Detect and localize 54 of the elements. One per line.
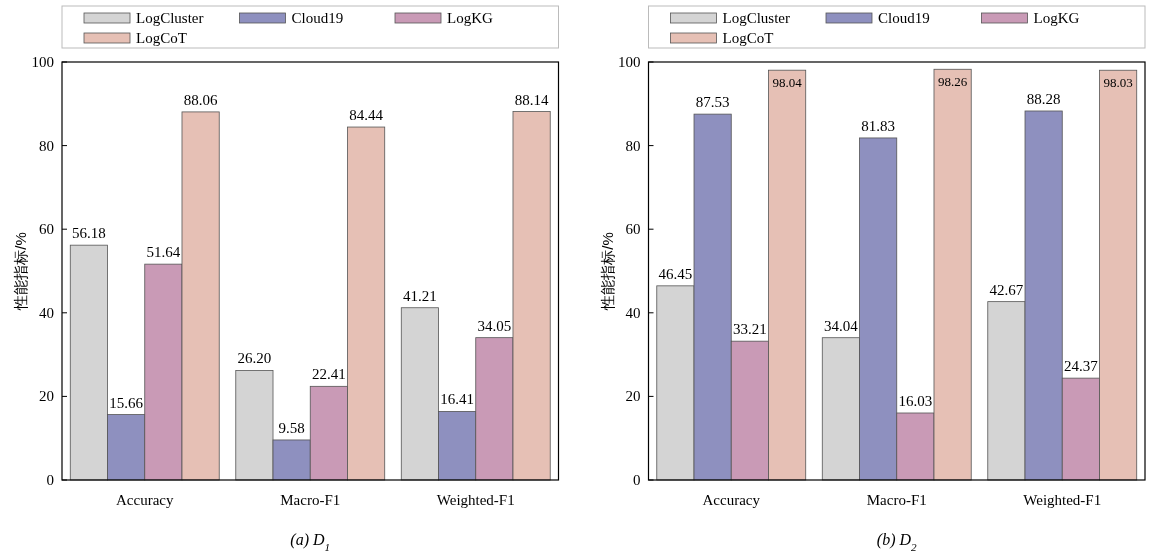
data-label: 42.67 [989,281,1024,298]
x-tick-label: Weighted-F1 [436,492,515,508]
x-tick-label: Accuracy [702,492,761,508]
data-label: 87.53 [695,94,730,111]
y-tick-label: 60 [39,221,54,238]
data-label: 46.45 [658,265,693,282]
data-label: 16.03 [898,392,933,409]
legend-label: LogCoT [722,30,774,46]
y-tick-label: 80 [39,137,54,154]
y-tick-label: 40 [39,304,54,321]
data-label: 84.44 [349,107,384,124]
y-tick-label: 100 [618,54,641,70]
data-label: 34.05 [477,317,512,334]
y-tick-label: 20 [625,388,641,405]
legend-label: Cloud19 [878,10,930,26]
data-label: 9.58 [278,419,305,436]
y-tick-label: 80 [625,137,641,154]
data-label: 98.04 [772,75,803,91]
y-tick-label: 0 [46,472,54,488]
x-tick-label: Accuracy [116,492,174,508]
y-axis-title: 性能指标/% [12,232,29,311]
data-label: 56.18 [72,225,106,242]
data-label: 81.83 [861,117,896,134]
legend-label: LogCluster [722,10,790,26]
data-label: 51.64 [146,244,181,261]
y-tick-label: 0 [633,472,641,488]
data-label: 88.06 [183,91,218,108]
y-tick-label: 20 [39,388,54,405]
text: (b) D$_{2}$ [876,531,918,553]
data-label: 15.66 [109,394,144,411]
text: (a) D$_{1}$ [290,531,331,553]
x-tick-label: Macro-F1 [866,492,927,508]
y-tick-label: 40 [625,304,641,321]
y-tick-label: 60 [625,221,641,238]
data-label: 33.21 [732,321,767,338]
legend-label: LogKG [447,10,493,26]
data-label: 41.21 [403,287,437,304]
legend-label: LogCluster [136,10,204,26]
data-label: 34.04 [824,317,859,334]
data-label: 88.28 [1026,90,1061,107]
x-tick-label: Weighted-F1 [1023,492,1102,508]
data-label: 98.03 [1103,75,1133,91]
y-axis-title: 性能指标/% [598,232,616,311]
data-label: 22.41 [311,366,346,383]
legend-label: Cloud19 [291,10,344,26]
y-tick-label: 100 [31,54,54,70]
legend-label: LogKG [1033,10,1080,26]
data-label: 24.37 [1063,358,1099,375]
data-label: 26.20 [237,350,272,367]
legend-label: LogCoT [136,30,187,46]
data-label: 98.26 [937,74,968,90]
data-label: 16.41 [440,391,475,408]
data-label: 88.14 [514,91,549,108]
x-tick-label: Macro-F1 [280,492,341,508]
